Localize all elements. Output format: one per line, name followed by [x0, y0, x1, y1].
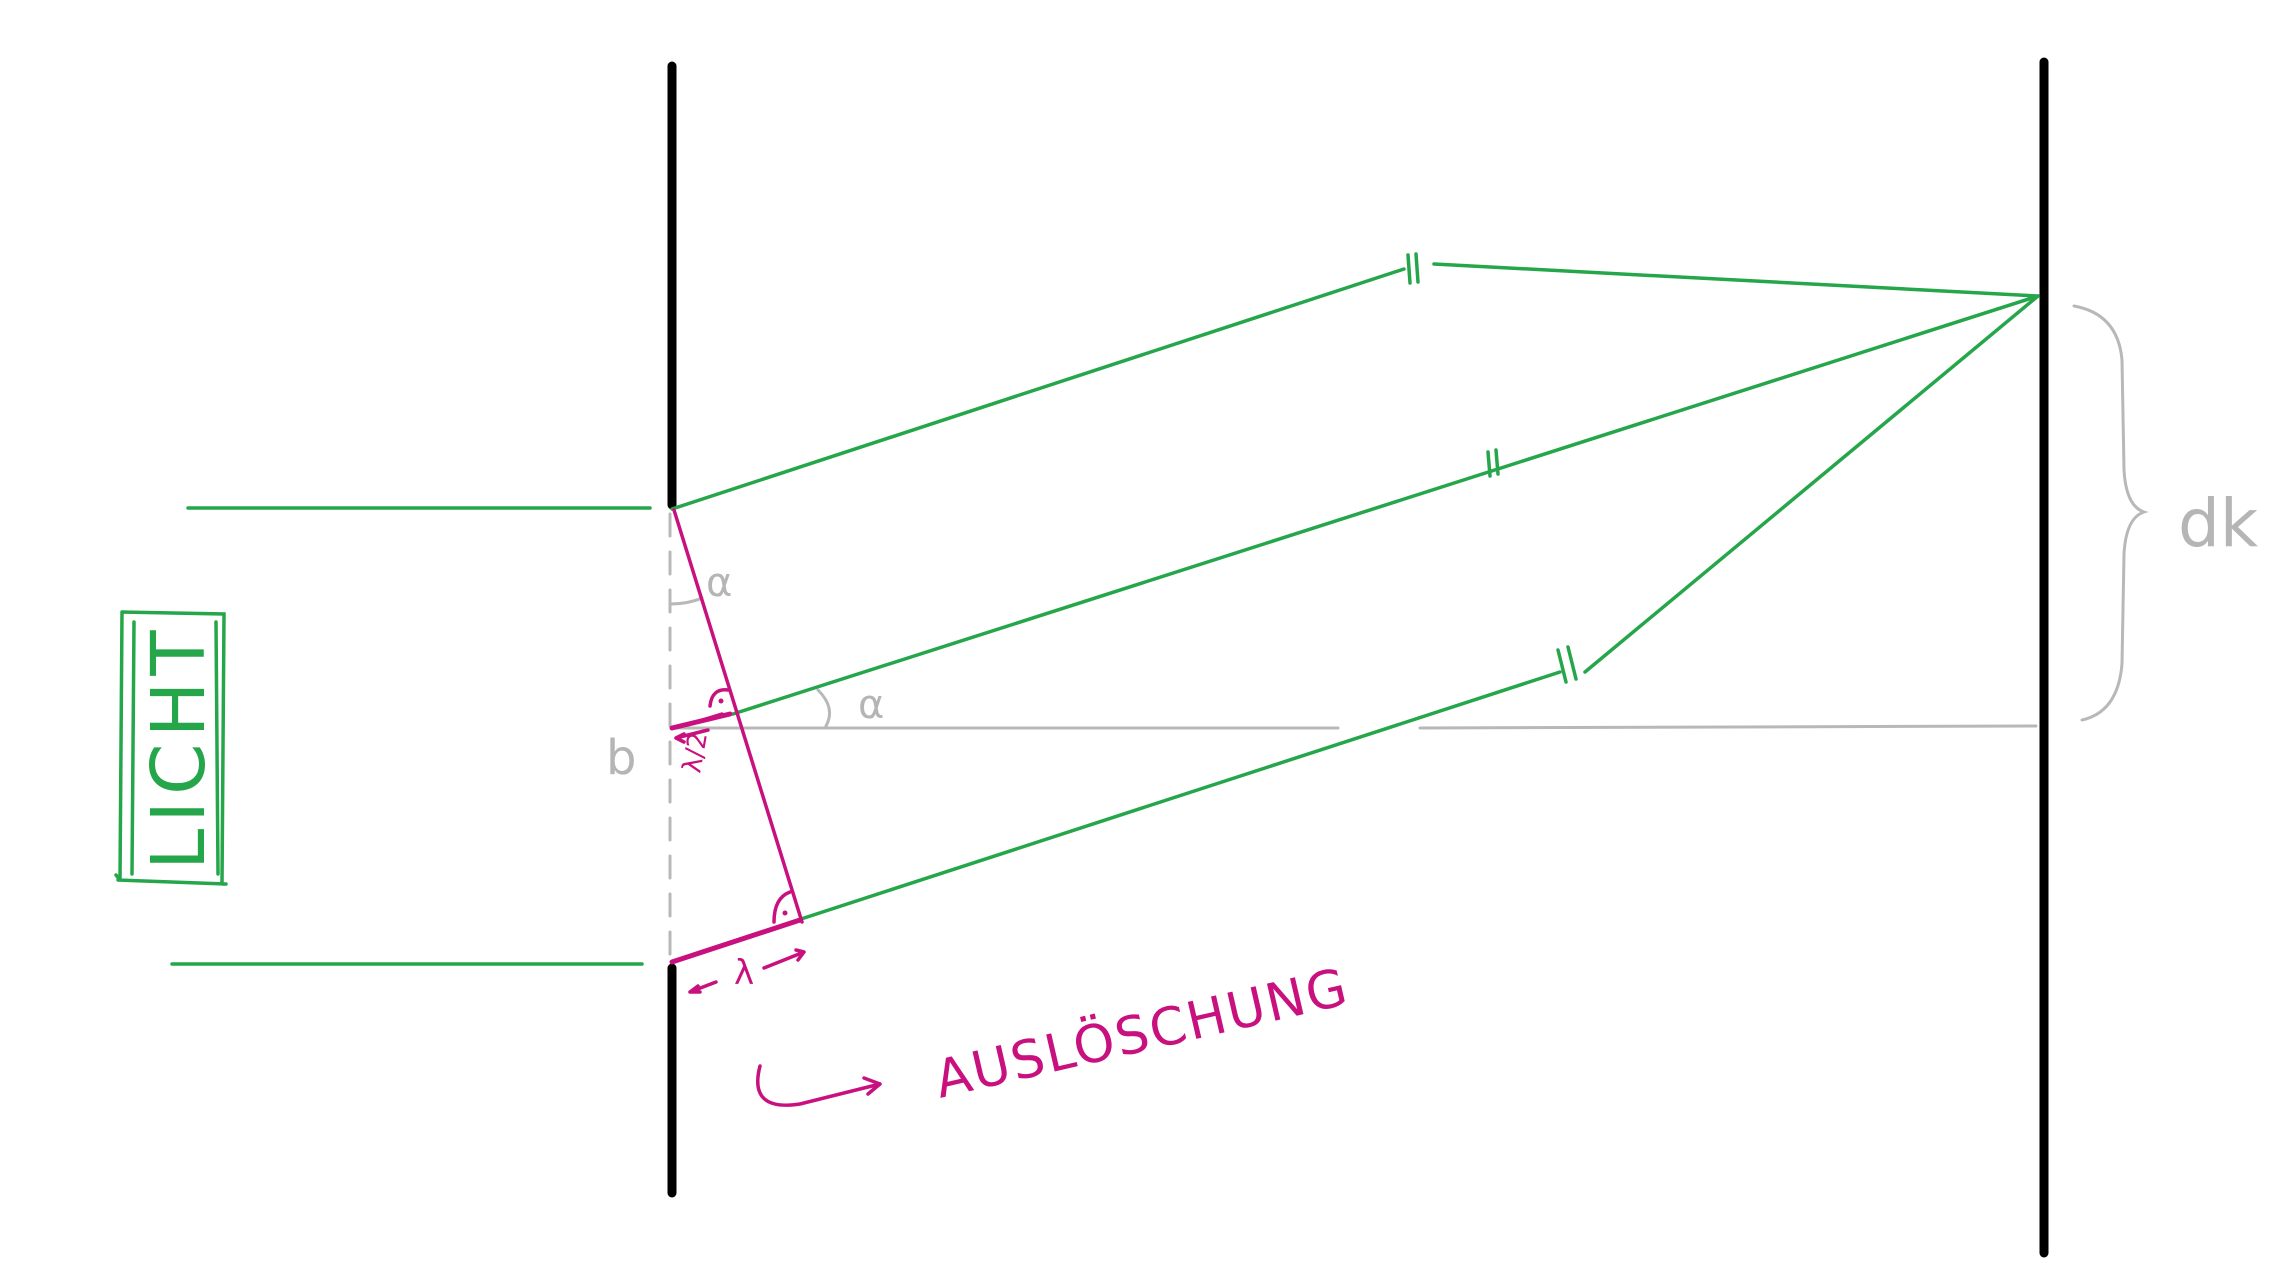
ray-top-segment-1: [670, 267, 1406, 511]
light-label: LICHT: [136, 624, 222, 870]
angle-label-top: α: [706, 560, 732, 606]
light-box-inner-edge: [130, 620, 220, 876]
angle-arc-top: [668, 596, 704, 606]
half-wavelength-arrows: [674, 712, 724, 744]
center-axis-right: [1418, 724, 2038, 730]
angle-label-axis: α: [858, 682, 884, 728]
cancellation-pointer-arrow: [756, 1064, 882, 1107]
ray-middle: [731, 294, 2040, 716]
incoming-light-rays: [170, 506, 652, 966]
path-difference-construction: [669, 508, 882, 1107]
distance-brace: [2072, 304, 2149, 722]
ray-bottom-segment-2: [1583, 294, 2040, 674]
distance-label: dk: [2178, 485, 2259, 562]
angle-arc-axis: [816, 688, 832, 728]
cancellation-label: AUSLÖSCHUNG: [929, 956, 1354, 1110]
half-wavelength-label: λ/2: [677, 730, 714, 775]
right-angle-mark-bottom: [772, 890, 792, 924]
wavelength-segment: [669, 917, 803, 965]
diffracted-rays: [670, 252, 2040, 922]
light-source-label: LICHT: [114, 610, 228, 886]
perpendicular-line: [672, 508, 804, 924]
parallel-marks: [1406, 252, 1578, 684]
ray-top-segment-2: [1432, 262, 2039, 298]
slit-width-label: b: [606, 730, 636, 786]
wavelength-arrow-left: [688, 980, 718, 994]
wavelength-arrow-right: [762, 948, 806, 970]
construction-lines: [668, 304, 2149, 730]
light-box-frame: [114, 610, 228, 886]
ray-bottom-segment-1: [796, 670, 1562, 922]
right-angle-mark-middle: [708, 688, 730, 708]
wavelength-label: λ: [734, 953, 754, 993]
